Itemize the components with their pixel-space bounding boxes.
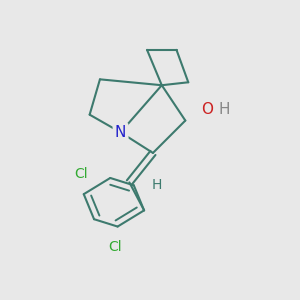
Text: H: H (219, 102, 230, 117)
Text: N: N (115, 125, 126, 140)
Text: H: H (152, 178, 162, 192)
Text: O: O (202, 102, 214, 117)
Text: Cl: Cl (74, 167, 88, 181)
Text: Cl: Cl (108, 240, 122, 254)
